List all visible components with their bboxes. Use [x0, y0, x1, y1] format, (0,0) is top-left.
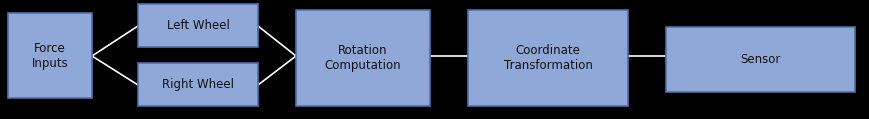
Text: Sensor: Sensor [740, 53, 780, 66]
FancyBboxPatch shape [666, 27, 855, 92]
Text: Coordinate
Transformation: Coordinate Transformation [503, 44, 593, 72]
FancyBboxPatch shape [296, 10, 430, 106]
Text: Force
Inputs: Force Inputs [31, 42, 69, 69]
FancyBboxPatch shape [8, 13, 92, 98]
FancyBboxPatch shape [138, 4, 258, 47]
FancyBboxPatch shape [138, 63, 258, 106]
FancyBboxPatch shape [468, 10, 628, 106]
Text: Right Wheel: Right Wheel [162, 78, 234, 91]
Text: Left Wheel: Left Wheel [167, 19, 229, 32]
Text: Rotation
Computation: Rotation Computation [325, 44, 401, 72]
